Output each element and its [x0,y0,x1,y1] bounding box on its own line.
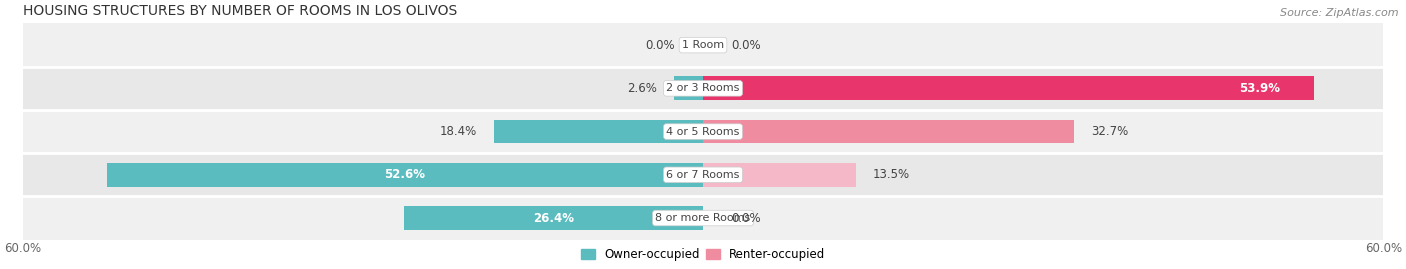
Bar [495,120,703,143]
Text: 13.5%: 13.5% [873,168,910,181]
Text: Source: ZipAtlas.com: Source: ZipAtlas.com [1281,8,1399,18]
Text: 2 or 3 Rooms: 2 or 3 Rooms [666,83,740,93]
Text: 6 or 7 Rooms: 6 or 7 Rooms [666,170,740,180]
Text: 0.0%: 0.0% [645,39,675,52]
Bar [404,206,703,230]
Bar [107,163,703,187]
Text: 1 Room: 1 Room [682,40,724,50]
Bar [22,196,1384,240]
Text: 32.7%: 32.7% [1091,125,1128,138]
Text: 53.9%: 53.9% [1239,82,1279,95]
Text: HOUSING STRUCTURES BY NUMBER OF ROOMS IN LOS OLIVOS: HOUSING STRUCTURES BY NUMBER OF ROOMS IN… [22,4,457,18]
Bar [703,76,1315,100]
Text: 52.6%: 52.6% [384,168,425,181]
Bar [703,163,856,187]
Bar [703,120,1074,143]
Text: 26.4%: 26.4% [533,211,574,225]
Text: 18.4%: 18.4% [440,125,478,138]
Legend: Owner-occupied, Renter-occupied: Owner-occupied, Renter-occupied [576,244,830,266]
Text: 2.6%: 2.6% [627,82,657,95]
Bar [22,67,1384,110]
Text: 0.0%: 0.0% [731,211,761,225]
Text: 8 or more Rooms: 8 or more Rooms [655,213,751,223]
Text: 0.0%: 0.0% [731,39,761,52]
Text: 4 or 5 Rooms: 4 or 5 Rooms [666,127,740,137]
Bar [22,110,1384,153]
Bar [673,76,703,100]
Bar [22,23,1384,67]
Bar [22,153,1384,196]
